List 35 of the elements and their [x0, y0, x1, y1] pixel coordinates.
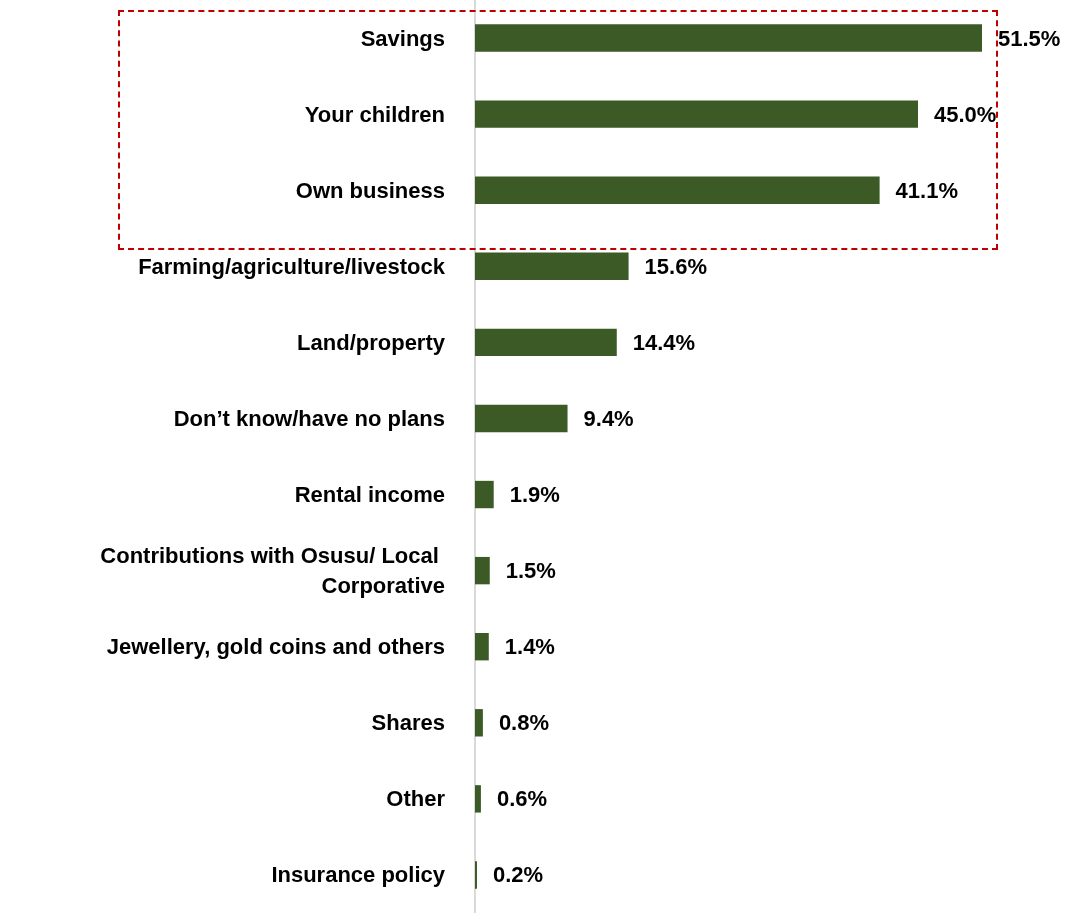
- data-label: 1.5%: [505, 558, 556, 584]
- y-tick-label: Don’t know/have no plans: [173, 405, 445, 431]
- bar: [475, 328, 617, 357]
- y-tick-label: Other: [386, 786, 446, 812]
- y-tick-label: Contributions with Osusu/ Local Corporative: [100, 543, 445, 599]
- data-label: 1.4%: [504, 634, 555, 660]
- data-label: 15.6%: [644, 253, 707, 279]
- data-label: 0.2%: [492, 862, 544, 888]
- data-label: 1.9%: [509, 482, 560, 508]
- bar: [475, 404, 568, 433]
- data-label: 45.0%: [934, 101, 997, 127]
- data-label: 41.1%: [895, 177, 959, 203]
- bar: [475, 709, 483, 737]
- y-tick-label: Insurance policy: [271, 862, 446, 888]
- bar: [475, 785, 481, 813]
- y-tick-label: Land/property: [297, 329, 446, 355]
- y-tick-label: Savings: [360, 25, 445, 51]
- data-label: 0.8%: [498, 710, 550, 736]
- bar: [475, 556, 490, 585]
- bar: [475, 176, 880, 204]
- data-label: 51.5%: [998, 25, 1061, 51]
- y-tick-label: Your children: [304, 101, 445, 127]
- y-tick-label: Rental income: [294, 482, 445, 508]
- data-label: 0.6%: [496, 786, 548, 812]
- bar: [475, 100, 919, 128]
- y-tick-label: Farming/agriculture/livestock: [138, 253, 446, 279]
- bar: [475, 24, 982, 52]
- y-tick-label: Own business: [295, 177, 445, 203]
- data-label: 14.4%: [632, 329, 696, 355]
- bar: [475, 252, 629, 280]
- y-tick-label: Jewellery, gold coins and others: [106, 634, 445, 660]
- bar: [475, 633, 489, 661]
- data-label: 9.4%: [583, 405, 634, 431]
- bar: [475, 480, 494, 509]
- y-tick-label: Shares: [371, 710, 445, 736]
